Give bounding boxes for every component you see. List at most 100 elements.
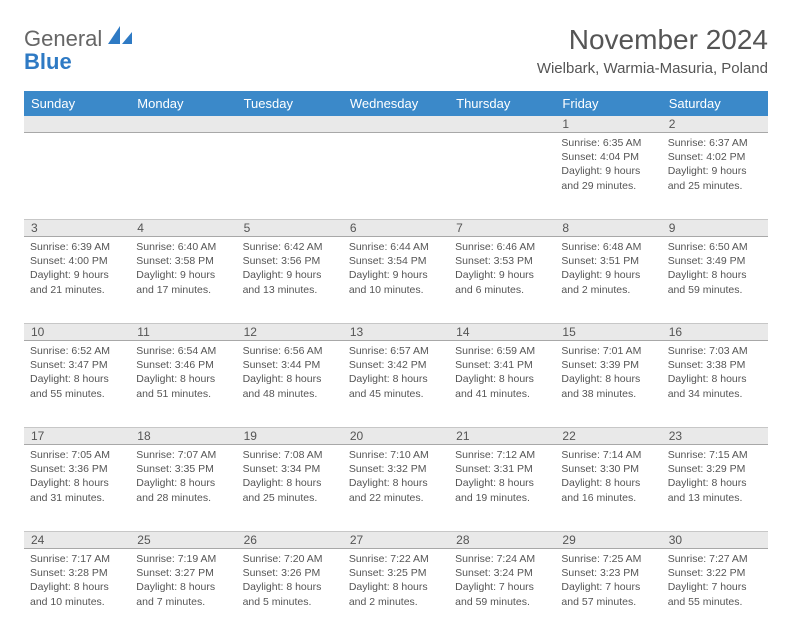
day-cell: Sunrise: 6:50 AMSunset: 3:49 PMDaylight:…	[662, 237, 768, 323]
day-day1: Daylight: 9 hours	[561, 164, 655, 178]
day-cell: Sunrise: 7:19 AMSunset: 3:27 PMDaylight:…	[130, 549, 236, 635]
day-sunrise: Sunrise: 6:46 AM	[455, 240, 549, 254]
day-day2: and 10 minutes.	[30, 595, 124, 609]
day-cell: Sunrise: 6:44 AMSunset: 3:54 PMDaylight:…	[343, 237, 449, 323]
day-day2: and 34 minutes.	[668, 387, 762, 401]
day-sunrise: Sunrise: 7:17 AM	[30, 552, 124, 566]
day-cell	[237, 133, 343, 219]
day-day2: and 25 minutes.	[668, 179, 762, 193]
day-day2: and 16 minutes.	[561, 491, 655, 505]
day-sunrise: Sunrise: 6:56 AM	[243, 344, 337, 358]
day-day2: and 22 minutes.	[349, 491, 443, 505]
day-sunset: Sunset: 3:25 PM	[349, 566, 443, 580]
day-cell: Sunrise: 6:54 AMSunset: 3:46 PMDaylight:…	[130, 341, 236, 427]
day-number: 28	[449, 532, 555, 548]
dow-tuesday: Tuesday	[237, 91, 343, 116]
day-sunrise: Sunrise: 6:48 AM	[561, 240, 655, 254]
brand-sail-icon	[106, 24, 134, 46]
day-sunset: Sunset: 3:30 PM	[561, 462, 655, 476]
day-cell: Sunrise: 7:07 AMSunset: 3:35 PMDaylight:…	[130, 445, 236, 531]
day-sunset: Sunset: 3:47 PM	[30, 358, 124, 372]
day-day1: Daylight: 8 hours	[30, 476, 124, 490]
day-cell: Sunrise: 6:40 AMSunset: 3:58 PMDaylight:…	[130, 237, 236, 323]
day-cell	[343, 133, 449, 219]
week-daynum-row: 24252627282930	[24, 531, 768, 549]
day-cell: Sunrise: 7:03 AMSunset: 3:38 PMDaylight:…	[662, 341, 768, 427]
day-number: 21	[449, 428, 555, 444]
day-day2: and 59 minutes.	[455, 595, 549, 609]
day-day1: Daylight: 8 hours	[668, 476, 762, 490]
day-sunrise: Sunrise: 7:03 AM	[668, 344, 762, 358]
week-row: Sunrise: 6:52 AMSunset: 3:47 PMDaylight:…	[24, 341, 768, 427]
day-day1: Daylight: 8 hours	[243, 372, 337, 386]
week-daynum-row: 3456789	[24, 219, 768, 237]
day-cell: Sunrise: 7:01 AMSunset: 3:39 PMDaylight:…	[555, 341, 661, 427]
day-day2: and 55 minutes.	[30, 387, 124, 401]
day-day2: and 13 minutes.	[668, 491, 762, 505]
day-sunset: Sunset: 3:29 PM	[668, 462, 762, 476]
day-sunset: Sunset: 4:04 PM	[561, 150, 655, 164]
day-sunrise: Sunrise: 6:42 AM	[243, 240, 337, 254]
day-day1: Daylight: 9 hours	[668, 164, 762, 178]
day-sunset: Sunset: 3:28 PM	[30, 566, 124, 580]
day-sunrise: Sunrise: 7:24 AM	[455, 552, 549, 566]
day-cell: Sunrise: 6:56 AMSunset: 3:44 PMDaylight:…	[237, 341, 343, 427]
day-sunrise: Sunrise: 7:27 AM	[668, 552, 762, 566]
day-sunset: Sunset: 3:58 PM	[136, 254, 230, 268]
day-number: 11	[130, 324, 236, 340]
brand-part2: Blue	[24, 49, 72, 74]
week-row: Sunrise: 6:35 AMSunset: 4:04 PMDaylight:…	[24, 133, 768, 219]
day-cell: Sunrise: 6:39 AMSunset: 4:00 PMDaylight:…	[24, 237, 130, 323]
day-cell: Sunrise: 6:46 AMSunset: 3:53 PMDaylight:…	[449, 237, 555, 323]
day-sunset: Sunset: 4:00 PM	[30, 254, 124, 268]
day-day1: Daylight: 8 hours	[561, 372, 655, 386]
day-day2: and 28 minutes.	[136, 491, 230, 505]
day-sunset: Sunset: 3:41 PM	[455, 358, 549, 372]
day-day2: and 7 minutes.	[136, 595, 230, 609]
day-number: 22	[555, 428, 661, 444]
day-sunrise: Sunrise: 6:37 AM	[668, 136, 762, 150]
day-sunset: Sunset: 3:36 PM	[30, 462, 124, 476]
day-sunset: Sunset: 3:34 PM	[243, 462, 337, 476]
brand-part1: General	[24, 26, 102, 51]
day-day2: and 19 minutes.	[455, 491, 549, 505]
day-cell	[449, 133, 555, 219]
day-sunset: Sunset: 3:39 PM	[561, 358, 655, 372]
day-number: 30	[662, 532, 768, 548]
day-day1: Daylight: 7 hours	[455, 580, 549, 594]
day-day1: Daylight: 9 hours	[561, 268, 655, 282]
dow-friday: Friday	[555, 91, 661, 116]
day-day1: Daylight: 8 hours	[30, 580, 124, 594]
day-day1: Daylight: 8 hours	[136, 476, 230, 490]
day-sunset: Sunset: 3:26 PM	[243, 566, 337, 580]
day-sunrise: Sunrise: 6:39 AM	[30, 240, 124, 254]
day-sunrise: Sunrise: 6:40 AM	[136, 240, 230, 254]
day-number: 6	[343, 220, 449, 236]
day-cell	[24, 133, 130, 219]
day-cell: Sunrise: 7:15 AMSunset: 3:29 PMDaylight:…	[662, 445, 768, 531]
dow-sunday: Sunday	[24, 91, 130, 116]
day-day1: Daylight: 8 hours	[136, 372, 230, 386]
day-sunset: Sunset: 3:32 PM	[349, 462, 443, 476]
dow-wednesday: Wednesday	[343, 91, 449, 116]
day-day2: and 29 minutes.	[561, 179, 655, 193]
day-number: 27	[343, 532, 449, 548]
day-cell	[130, 133, 236, 219]
day-sunrise: Sunrise: 7:25 AM	[561, 552, 655, 566]
day-sunrise: Sunrise: 6:44 AM	[349, 240, 443, 254]
day-day2: and 21 minutes.	[30, 283, 124, 297]
day-sunrise: Sunrise: 6:57 AM	[349, 344, 443, 358]
day-sunset: Sunset: 3:42 PM	[349, 358, 443, 372]
brand-logo: General Blue	[24, 24, 134, 73]
day-day1: Daylight: 8 hours	[136, 580, 230, 594]
day-cell: Sunrise: 7:24 AMSunset: 3:24 PMDaylight:…	[449, 549, 555, 635]
day-number	[449, 116, 555, 132]
day-day1: Daylight: 8 hours	[561, 476, 655, 490]
day-day1: Daylight: 7 hours	[668, 580, 762, 594]
day-day1: Daylight: 8 hours	[349, 580, 443, 594]
day-day2: and 25 minutes.	[243, 491, 337, 505]
day-sunrise: Sunrise: 7:19 AM	[136, 552, 230, 566]
day-sunset: Sunset: 4:02 PM	[668, 150, 762, 164]
day-day1: Daylight: 8 hours	[243, 476, 337, 490]
day-sunrise: Sunrise: 7:12 AM	[455, 448, 549, 462]
